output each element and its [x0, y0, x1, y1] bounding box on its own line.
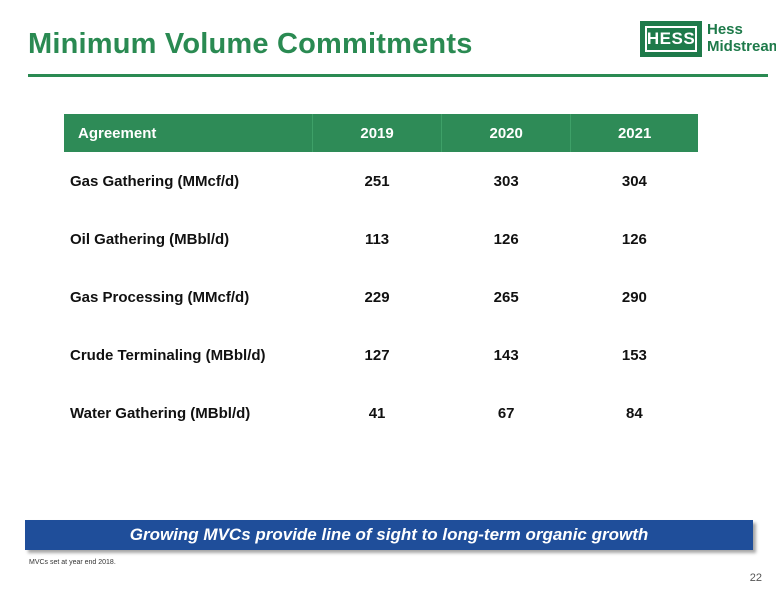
logo-line-hess: Hess — [707, 21, 743, 38]
table-row: Gas Gathering (MMcf/d) 251 303 304 — [64, 152, 698, 210]
table-row: Crude Terminaling (MBbl/d) 127 143 153 — [64, 326, 698, 384]
table-row: Gas Processing (MMcf/d) 229 265 290 — [64, 268, 698, 326]
row-label: Water Gathering (MBbl/d) — [70, 404, 251, 422]
row-label: Crude Terminaling (MBbl/d) — [70, 346, 266, 364]
row-value-2020: 303 — [493, 172, 519, 190]
row-value-2019: 229 — [364, 288, 390, 306]
row-value-2021: 304 — [621, 172, 647, 190]
header-2021: 2021 — [570, 114, 698, 152]
slide-title: Minimum Volume Commitments — [28, 28, 473, 60]
row-value-2021: 84 — [626, 404, 643, 422]
table-row: Oil Gathering (MBbl/d) 113 126 126 — [64, 210, 698, 268]
row-value-2020: 265 — [493, 288, 519, 306]
row-label: Gas Processing (MMcf/d) — [70, 288, 250, 306]
footnote: MVCs set at year end 2018. — [29, 559, 116, 566]
logo-line-midstream: Midstream — [707, 38, 776, 55]
hess-logo-mark: HESS — [640, 21, 702, 57]
row-value-2019: 251 — [364, 172, 390, 190]
row-value-2021: 126 — [621, 230, 647, 248]
header-agreement: Agreement — [64, 114, 313, 152]
mvc-table: Agreement 2019 2020 2021 Gas Gathering (… — [64, 114, 698, 442]
row-value-2019: 127 — [364, 346, 390, 364]
logo-wordmark: Hess Midstream — [707, 21, 776, 55]
title-divider — [28, 74, 768, 77]
row-value-2021: 153 — [621, 346, 647, 364]
row-value-2021: 290 — [621, 288, 647, 306]
row-value-2020: 67 — [497, 404, 515, 422]
table-row: Water Gathering (MBbl/d) 41 67 84 — [64, 384, 698, 442]
page-number: 22 — [749, 572, 762, 584]
hess-logo-mark-text: HESS — [645, 26, 697, 52]
table-header-row: Agreement 2019 2020 2021 — [64, 114, 698, 152]
header-2019: 2019 — [312, 114, 443, 152]
hess-midstream-logo: HESS Hess Midstream — [640, 21, 776, 59]
row-value-2020: 126 — [493, 230, 519, 248]
row-label: Oil Gathering (MBbl/d) — [70, 230, 230, 248]
row-value-2020: 143 — [493, 346, 519, 364]
row-value-2019: 41 — [368, 404, 386, 422]
row-value-2019: 113 — [364, 230, 390, 248]
header-2020: 2020 — [441, 114, 572, 152]
banner-text: Growing MVCs provide line of sight to lo… — [129, 525, 649, 544]
key-takeaway-banner: Growing MVCs provide line of sight to lo… — [25, 520, 753, 550]
row-label: Gas Gathering (MMcf/d) — [70, 172, 240, 190]
